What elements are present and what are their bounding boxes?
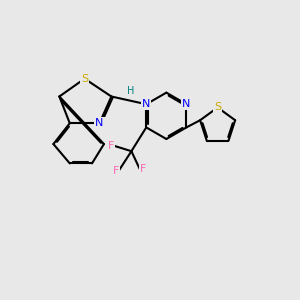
- Text: F: F: [113, 166, 119, 176]
- Text: F: F: [108, 141, 114, 151]
- Text: S: S: [214, 103, 221, 112]
- Text: N: N: [95, 118, 104, 128]
- Text: N: N: [142, 99, 151, 109]
- Text: N: N: [182, 99, 190, 109]
- Text: H: H: [127, 86, 134, 96]
- Text: F: F: [140, 164, 146, 174]
- Text: S: S: [81, 74, 88, 84]
